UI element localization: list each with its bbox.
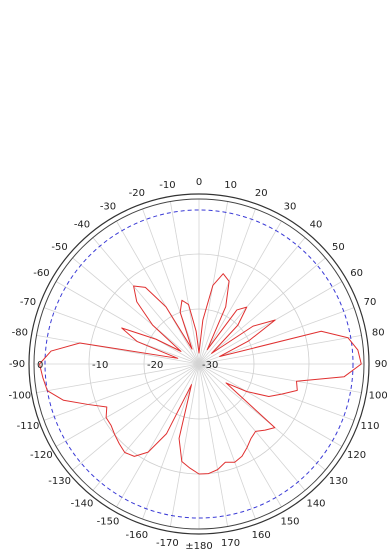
angle-label-70: 70 bbox=[364, 297, 377, 308]
angle-label--80: -80 bbox=[12, 327, 28, 338]
angle-label-0: 0 bbox=[196, 177, 202, 188]
angle-label--110: -110 bbox=[17, 421, 40, 432]
angle-label-100: 100 bbox=[369, 391, 387, 402]
spoke-140 bbox=[198, 363, 306, 491]
spoke-70 bbox=[198, 307, 355, 365]
spoke--120 bbox=[55, 363, 200, 447]
angle-label--100: -100 bbox=[8, 391, 31, 402]
spoke-150 bbox=[198, 363, 282, 508]
angle-label-140: 140 bbox=[306, 498, 325, 509]
spoke-130 bbox=[198, 363, 326, 471]
angle-label-160: 160 bbox=[252, 530, 271, 541]
spoke-110 bbox=[198, 363, 355, 421]
radial-label-0: 0 bbox=[37, 360, 43, 371]
spoke-80 bbox=[198, 334, 362, 365]
spoke--40 bbox=[92, 237, 200, 365]
radial-label--30: -30 bbox=[202, 360, 218, 371]
outer-frame-ring bbox=[28, 193, 370, 535]
angle-label-80: 80 bbox=[372, 327, 385, 338]
angle-label--70: -70 bbox=[20, 297, 36, 308]
angle-label-30: 30 bbox=[284, 201, 297, 212]
angle-label--130: -130 bbox=[48, 476, 71, 487]
reference-circle-layer bbox=[44, 209, 354, 519]
angle-label--140: -140 bbox=[71, 498, 94, 509]
spoke-30 bbox=[198, 220, 282, 365]
spoke--50 bbox=[72, 257, 200, 365]
spoke-170 bbox=[198, 363, 229, 527]
spoke-100 bbox=[198, 363, 362, 394]
series-layer bbox=[39, 273, 362, 475]
spoke-160 bbox=[198, 363, 256, 520]
spoke-60 bbox=[198, 281, 343, 365]
angle-label--90: -90 bbox=[9, 359, 25, 370]
angle-label--150: -150 bbox=[97, 517, 120, 528]
angle-label-20: 20 bbox=[255, 188, 268, 199]
angle-label-120: 120 bbox=[347, 450, 366, 461]
angle-label--120: -120 bbox=[30, 450, 53, 461]
series-0-curve bbox=[39, 273, 362, 475]
angle-label-110: 110 bbox=[360, 421, 379, 432]
angle-label--50: -50 bbox=[51, 242, 67, 253]
spoke-40 bbox=[198, 237, 306, 365]
angle-label--40: -40 bbox=[74, 220, 90, 231]
spoke--160 bbox=[142, 363, 200, 520]
angle-label-10: 10 bbox=[224, 180, 237, 191]
spoke--10 bbox=[169, 201, 200, 365]
angle-label--20: -20 bbox=[129, 188, 145, 199]
grid-circle-0 bbox=[33, 198, 365, 530]
spoke--150 bbox=[116, 363, 200, 508]
radial-label--20: -20 bbox=[147, 360, 163, 371]
spoke-50 bbox=[198, 257, 326, 365]
angle-label-150: 150 bbox=[280, 517, 299, 528]
spoke--70 bbox=[43, 307, 200, 365]
spoke--80 bbox=[36, 334, 200, 365]
spoke--20 bbox=[142, 208, 200, 365]
angle-label-90: 90 bbox=[375, 359, 387, 370]
spoke-10 bbox=[198, 201, 229, 365]
angle-label--30: -30 bbox=[100, 201, 116, 212]
angle-label-60: 60 bbox=[350, 268, 363, 279]
spoke--60 bbox=[55, 281, 200, 365]
angle-label--170: -170 bbox=[156, 538, 179, 549]
angle-label--60: -60 bbox=[33, 268, 49, 279]
angle-label--10: -10 bbox=[159, 180, 175, 191]
angle-label-±180: ±180 bbox=[185, 541, 212, 549]
spoke--30 bbox=[116, 220, 200, 365]
polar-grid bbox=[28, 193, 370, 535]
spoke--140 bbox=[92, 363, 200, 491]
spoke--170 bbox=[169, 363, 200, 527]
reference-circle bbox=[44, 209, 354, 519]
angle-label-130: 130 bbox=[329, 476, 348, 487]
radial-label--10: -10 bbox=[92, 360, 108, 371]
grid-circle--20 bbox=[143, 308, 255, 420]
spoke--130 bbox=[72, 363, 200, 471]
spoke--110 bbox=[43, 363, 200, 421]
angle-label-170: 170 bbox=[221, 538, 240, 549]
angle-label-40: 40 bbox=[310, 220, 323, 231]
angle-label-50: 50 bbox=[332, 242, 345, 253]
angle-label--160: -160 bbox=[125, 530, 148, 541]
spoke--100 bbox=[36, 363, 200, 394]
spoke-20 bbox=[198, 208, 256, 365]
spoke-120 bbox=[198, 363, 343, 447]
label-layer: 0 10 20 30 40 50 60 70 80 90 100 110 120 130 140 150 160… bbox=[8, 177, 387, 549]
